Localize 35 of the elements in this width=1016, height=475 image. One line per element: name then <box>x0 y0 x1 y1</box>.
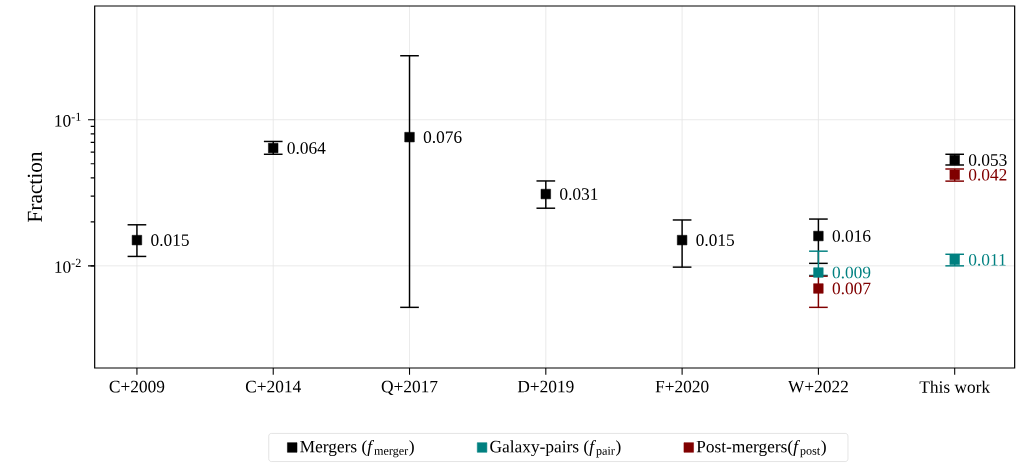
data-label: 0.007 <box>832 282 871 295</box>
x-tick-label: D+2019 <box>517 380 574 393</box>
x-tick-label: F+2020 <box>655 380 709 393</box>
point <box>813 283 824 294</box>
y-tick-label: 10$^{-1}$ <box>55 112 81 127</box>
point <box>949 169 960 181</box>
legend-label: Mergers (f$_{merger}$) <box>300 440 414 458</box>
data-label: 0.015 <box>696 234 735 247</box>
point <box>949 155 960 166</box>
point <box>404 132 415 143</box>
x-tick-label: C+2014 <box>245 380 301 393</box>
point <box>813 267 824 278</box>
data-label: 0.009 <box>832 266 871 279</box>
x-tick-label: C+2009 <box>109 380 165 393</box>
data-label: 0.015 <box>151 234 189 247</box>
data-label: 0.031 <box>560 188 598 201</box>
x-tick-label: Q+2017 <box>381 380 438 396</box>
point <box>677 235 688 246</box>
legend-label: Galaxy-pairs (f$_{pair}$) <box>490 440 621 458</box>
data-label: 0.076 <box>423 131 462 144</box>
x-tick-label: This work <box>919 380 991 394</box>
data-label: 0.011 <box>968 254 1006 266</box>
point <box>813 231 824 242</box>
x-tick-label: W+2022 <box>788 380 848 393</box>
data-label: 0.042 <box>968 169 1007 181</box>
point <box>131 235 142 246</box>
data-label: 0.053 <box>968 154 1007 167</box>
y-tick-label: 10$^{-2}$ <box>55 259 81 274</box>
point <box>268 143 279 154</box>
point <box>540 189 551 200</box>
point <box>949 254 960 266</box>
y-axis-title: Fraction <box>27 151 43 223</box>
data-label: 0.016 <box>832 230 871 243</box>
legend-label: Post-mergers(f$_{post}$) <box>696 440 826 458</box>
data-label: 0.064 <box>287 142 326 155</box>
